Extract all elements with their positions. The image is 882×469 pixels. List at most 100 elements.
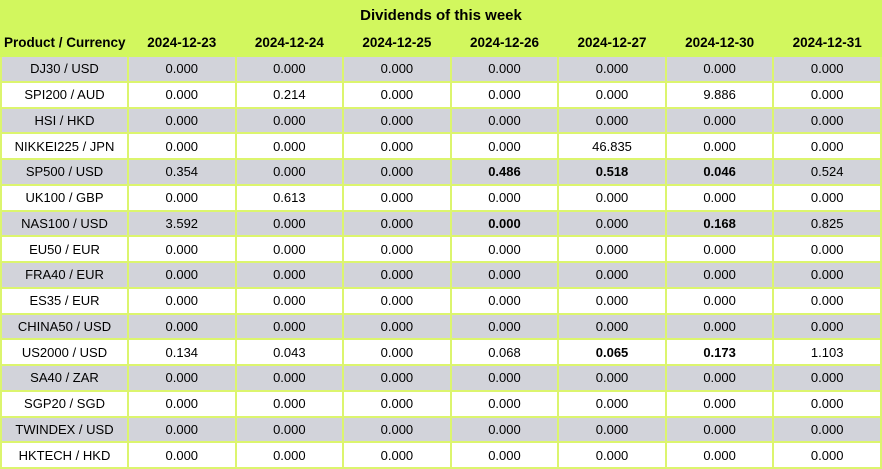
value-cell: 0.068: [449, 338, 560, 366]
value-cell: 0.000: [557, 235, 667, 263]
value-cell: 0.000: [664, 261, 775, 289]
value-cell: 0.000: [234, 364, 345, 392]
value-cell: 0.000: [449, 261, 560, 289]
date-header: 2024-12-24: [234, 28, 345, 57]
value-cell: 0.000: [664, 235, 775, 263]
value-cell: 0.000: [449, 286, 560, 315]
value-cell: 0.000: [449, 364, 560, 392]
value-cell: 0.000: [342, 286, 452, 315]
value-cell: 0.000: [127, 106, 237, 135]
value-cell: 0.000: [234, 235, 345, 263]
value-cell: 0.000: [664, 183, 775, 212]
value-cell: 0.000: [664, 55, 775, 83]
value-cell: 3.592: [127, 209, 237, 238]
value-cell: 9.886: [664, 80, 775, 109]
value-cell: 0.000: [234, 389, 345, 418]
value-cell: 0.000: [449, 441, 560, 469]
value-cell: 0.000: [127, 286, 237, 315]
value-cell: 0.000: [449, 132, 560, 160]
value-cell: 0.000: [127, 55, 237, 83]
value-cell: 0.000: [557, 261, 667, 289]
product-cell: TWINDEX / USD: [0, 415, 129, 444]
value-cell: 0.000: [342, 338, 452, 366]
value-cell: 1.103: [772, 338, 882, 366]
value-cell: 0.000: [342, 261, 452, 289]
product-cell: SGP20 / SGD: [0, 389, 129, 418]
value-cell: 0.000: [342, 235, 452, 263]
value-cell: 0.613: [234, 183, 345, 212]
value-cell: 0.000: [772, 389, 882, 418]
value-cell: 0.065: [557, 338, 667, 366]
value-cell: 0.000: [449, 55, 560, 83]
table-row: DJ30 / USD 0.000 0.000 0.000 0.000 0.000 0.000…: [0, 55, 882, 83]
date-header: 2024-12-31: [772, 28, 882, 57]
value-cell: 0.000: [557, 441, 667, 469]
value-cell: 0.214: [234, 80, 345, 109]
value-cell: 0.000: [342, 158, 452, 186]
value-cell: 0.000: [557, 389, 667, 418]
value-cell: 0.000: [234, 415, 345, 444]
value-cell: 0.524: [772, 158, 882, 186]
value-cell: 0.000: [234, 106, 345, 135]
table-row: HSI / HKD 0.000 0.000 0.000 0.000 0.000 0.000 0…: [0, 106, 882, 135]
value-cell: 0.000: [772, 286, 882, 315]
table-row: US2000 / USD 0.134 0.043 0.000 0.068 0.065 0.1…: [0, 338, 882, 366]
value-cell: 0.134: [127, 338, 237, 366]
value-cell: 0.000: [557, 80, 667, 109]
product-cell: US2000 / USD: [0, 338, 129, 366]
value-cell: 0.000: [449, 106, 560, 135]
product-cell: SP500 / USD: [0, 158, 129, 186]
value-cell: 0.825: [772, 209, 882, 238]
value-cell: 0.000: [664, 389, 775, 418]
product-cell: HSI / HKD: [0, 106, 129, 135]
value-cell: 46.835: [557, 132, 667, 160]
value-cell: 0.000: [127, 312, 237, 341]
table-row: SPI200 / AUD 0.000 0.214 0.000 0.000 0.000 9.8…: [0, 80, 882, 109]
product-cell: ES35 / EUR: [0, 286, 129, 315]
value-cell: 0.000: [557, 286, 667, 315]
table-row: FRA40 / EUR 0.000 0.000 0.000 0.000 0.000 0.00…: [0, 261, 882, 289]
product-cell: HKTECH / HKD: [0, 441, 129, 469]
product-cell: DJ30 / USD: [0, 55, 129, 83]
value-cell: 0.000: [342, 80, 452, 109]
value-cell: 0.000: [772, 55, 882, 83]
value-cell: 0.000: [342, 364, 452, 392]
value-cell: 0.000: [772, 106, 882, 135]
value-cell: 0.000: [342, 132, 452, 160]
value-cell: 0.000: [772, 261, 882, 289]
title-row: Dividends of this week: [0, 0, 882, 30]
value-cell: 0.000: [664, 312, 775, 341]
table-row: SP500 / USD 0.354 0.000 0.000 0.486 0.518 0.04…: [0, 158, 882, 186]
value-cell: 0.000: [772, 312, 882, 341]
page-title: Dividends of this week: [0, 0, 882, 30]
table-row: EU50 / EUR 0.000 0.000 0.000 0.000 0.000 0.000…: [0, 235, 882, 263]
value-cell: 0.000: [557, 106, 667, 135]
product-cell: EU50 / EUR: [0, 235, 129, 263]
value-cell: 0.000: [449, 415, 560, 444]
value-cell: 0.486: [449, 158, 560, 186]
value-cell: 0.000: [449, 80, 560, 109]
value-cell: 0.000: [664, 364, 775, 392]
product-cell: UK100 / GBP: [0, 183, 129, 212]
value-cell: 0.000: [234, 158, 345, 186]
value-cell: 0.000: [234, 286, 345, 315]
value-cell: 0.000: [449, 235, 560, 263]
value-cell: 0.000: [127, 261, 237, 289]
value-cell: 0.000: [557, 209, 667, 238]
table-row: SA40 / ZAR 0.000 0.000 0.000 0.000 0.000 0.000…: [0, 364, 882, 392]
value-cell: 0.000: [127, 132, 237, 160]
product-cell: CHINA50 / USD: [0, 312, 129, 341]
value-cell: 0.000: [127, 364, 237, 392]
value-cell: 0.168: [664, 209, 775, 238]
value-cell: 0.000: [234, 209, 345, 238]
value-cell: 0.000: [342, 415, 452, 444]
table-row: CHINA50 / USD 0.000 0.000 0.000 0.000 0.000 0.…: [0, 312, 882, 341]
value-cell: 0.046: [664, 158, 775, 186]
value-cell: 0.000: [127, 183, 237, 212]
date-header: 2024-12-23: [127, 28, 237, 57]
value-cell: 0.000: [342, 441, 452, 469]
value-cell: 0.173: [664, 338, 775, 366]
value-cell: 0.043: [234, 338, 345, 366]
value-cell: 0.000: [342, 389, 452, 418]
